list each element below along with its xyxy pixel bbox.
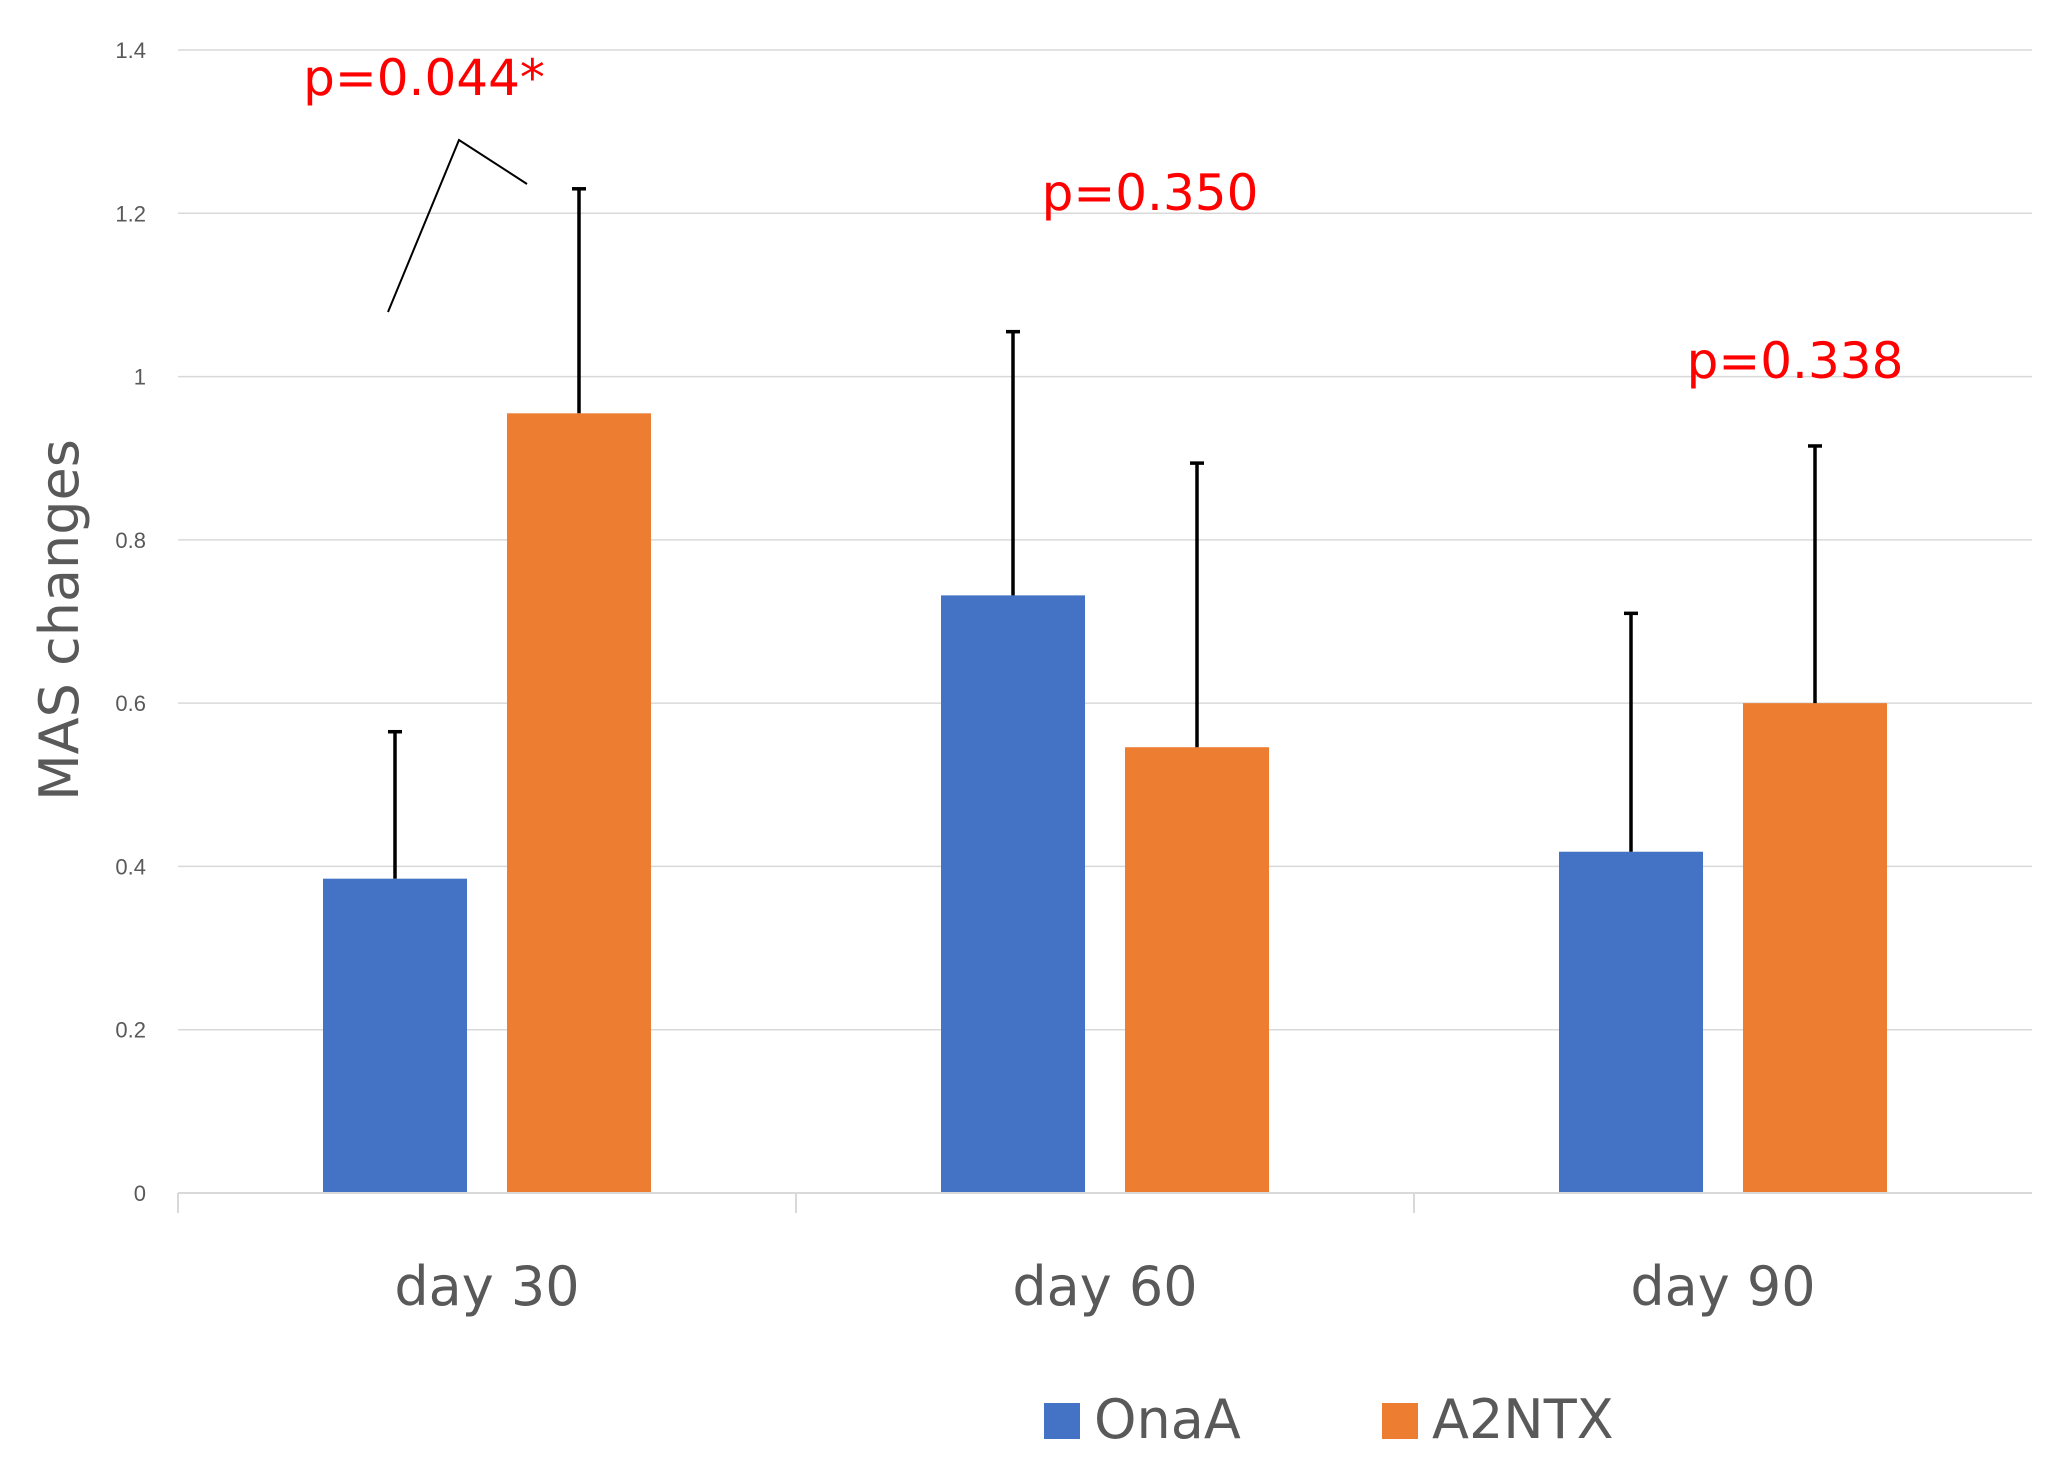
p-value-label: p=0.044* bbox=[303, 49, 545, 107]
y-tick-label: 0.4 bbox=[115, 854, 146, 879]
x-axis: day 30 day 60 day 90 bbox=[177, 1192, 2032, 1318]
x-tick-label: day 30 bbox=[394, 1255, 579, 1318]
y-tick-label: 0.2 bbox=[115, 1018, 146, 1043]
legend-label-onaa: OnaA bbox=[1094, 1388, 1241, 1451]
bar-onaa-2 bbox=[941, 595, 1085, 1193]
p-value-label: p=0.350 bbox=[1042, 164, 1259, 222]
legend-label-a2ntx: A2NTX bbox=[1432, 1388, 1614, 1451]
significance-bracket bbox=[387, 138, 528, 313]
y-tick-label: 1.2 bbox=[115, 201, 146, 226]
y-tick-label: 0.6 bbox=[115, 691, 146, 716]
x-tick-label: day 60 bbox=[1012, 1255, 1197, 1318]
bars bbox=[323, 413, 1887, 1194]
bar-a2ntx-1 bbox=[507, 413, 651, 1194]
gridlines bbox=[178, 49, 2032, 1031]
legend-swatch-onaa bbox=[1044, 1403, 1080, 1439]
y-tick-label: 0 bbox=[134, 1181, 146, 1206]
y-tick-label: 1 bbox=[134, 365, 146, 390]
bar-a2ntx-2 bbox=[1125, 747, 1269, 1193]
bar-a2ntx-3 bbox=[1743, 703, 1887, 1193]
y-axis-label: MAS changes bbox=[28, 439, 91, 801]
legend-swatch-a2ntx bbox=[1382, 1403, 1418, 1439]
annotations: p=0.044* p=0.350 p=0.338 bbox=[303, 49, 1903, 390]
bar-onaa-1 bbox=[323, 878, 467, 1193]
y-tick-label: 1.4 bbox=[115, 38, 146, 63]
y-tick-label: 0.8 bbox=[115, 528, 146, 553]
error-bars bbox=[388, 187, 1822, 879]
legend: OnaA A2NTX bbox=[1044, 1388, 1614, 1451]
x-tick-label: day 90 bbox=[1630, 1255, 1815, 1318]
bar-onaa-3 bbox=[1559, 851, 1703, 1193]
p-value-label: p=0.338 bbox=[1687, 332, 1904, 390]
y-axis-ticks: 0 0.2 0.4 0.6 0.8 1 1.2 1.4 bbox=[115, 38, 146, 1206]
